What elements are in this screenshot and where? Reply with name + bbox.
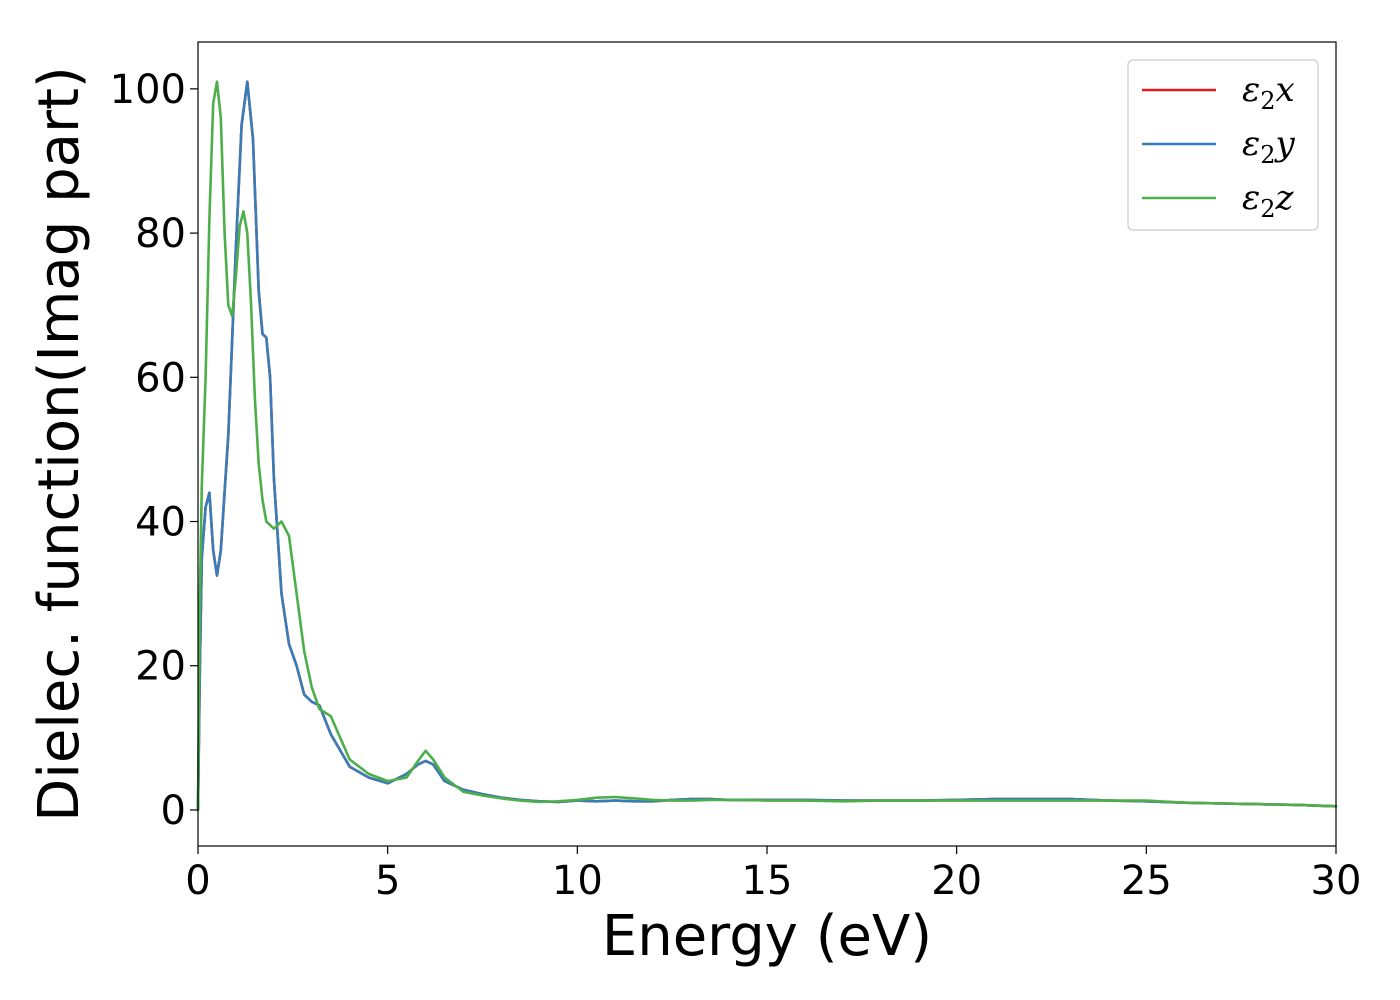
y-axis-ticks: 0 20 40 60 80 100: [110, 67, 198, 834]
legend: ε2x ε2y ε2z: [1127, 59, 1319, 231]
series-line-2: [196, 80, 1338, 812]
x-tick-label: 15: [742, 858, 793, 904]
x-axis-ticks: 0 5 10 15 20 25 30: [185, 846, 1361, 904]
x-tick-label: 30: [1311, 858, 1362, 904]
y-tick-label: 80: [135, 211, 186, 257]
x-tick-label: 0: [185, 858, 210, 904]
legend-label-0: ε2x: [1242, 70, 1295, 115]
y-axis-title: Dielec. function(Imag part): [27, 66, 92, 822]
legend-box: [1127, 59, 1319, 231]
y-tick-label: 0: [161, 788, 186, 834]
y-tick-label: 60: [135, 355, 186, 401]
y-tick-label: 40: [135, 500, 186, 546]
x-axis-title: Energy (eV): [602, 904, 932, 969]
x-tick-label: 10: [552, 858, 603, 904]
y-tick-label: 100: [110, 67, 186, 113]
x-tick-label: 25: [1121, 858, 1172, 904]
x-tick-label: 20: [931, 858, 982, 904]
legend-label-1: ε2y: [1242, 124, 1296, 169]
y-tick-label: 20: [135, 644, 186, 690]
series-layer: [196, 80, 1338, 812]
legend-label-2: ε2z: [1242, 178, 1295, 223]
x-tick-label: 5: [375, 858, 400, 904]
